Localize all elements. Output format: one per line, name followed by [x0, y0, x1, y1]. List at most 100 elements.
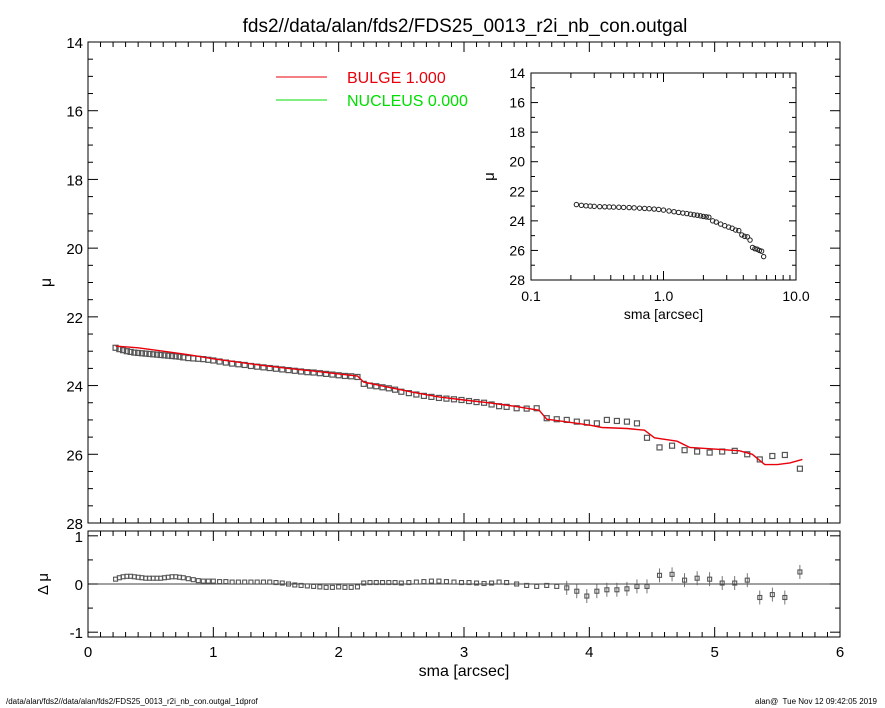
- y-tick-label: 28: [509, 272, 525, 288]
- residual-point: [267, 579, 273, 585]
- data-point: [354, 373, 361, 381]
- residual-point: [273, 580, 279, 586]
- residual-point: [524, 582, 530, 588]
- data-point: [112, 344, 119, 351]
- y-tick-label: 24: [509, 213, 525, 229]
- residual-point: [205, 578, 211, 584]
- residual-point: [413, 579, 419, 585]
- residual-point: [504, 580, 510, 586]
- residual-point: [797, 569, 803, 575]
- residual-point: [744, 577, 750, 583]
- residual-point: [367, 580, 373, 586]
- y-axis-label: μ: [38, 278, 55, 287]
- inset-data-point: [684, 210, 690, 217]
- residual-point: [361, 580, 367, 586]
- data-point: [405, 390, 412, 397]
- residual-point: [386, 580, 392, 586]
- data-point: [341, 372, 349, 380]
- data-point: [781, 451, 788, 459]
- data-point: [297, 368, 305, 375]
- residual-point: [682, 577, 688, 583]
- chart-title: fds2//data/alan/fds2/FDS25_0013_r2i_nb_c…: [243, 16, 688, 37]
- residual-point: [451, 579, 457, 585]
- inset-data-point: [694, 212, 701, 218]
- residual-point: [200, 578, 206, 584]
- residual-point: [348, 584, 354, 590]
- inset-data-point: [646, 206, 652, 212]
- data-point: [285, 367, 292, 374]
- residual-point: [242, 579, 248, 585]
- inset-data-point: [666, 208, 672, 214]
- data-point: [260, 364, 267, 371]
- y-tick-label: 14: [66, 35, 83, 52]
- inset-data-point: [626, 204, 632, 211]
- residual-point: [574, 588, 580, 594]
- residual-point: [260, 579, 267, 585]
- residual-point: [248, 579, 254, 585]
- data-point: [168, 352, 176, 360]
- data-point: [310, 369, 317, 376]
- inset-plot: 14 16 18 20 22 24 26 280.1 1.0 10.0 sma [arcsec] μ: [481, 65, 810, 322]
- residual-point: [285, 581, 292, 587]
- x-tick-label: 0.1: [521, 288, 541, 304]
- data-point: [553, 416, 560, 423]
- data-point: [373, 383, 380, 390]
- residual-point: [554, 583, 560, 589]
- data-point: [623, 418, 631, 425]
- inset-y-axis-label: μ: [481, 172, 498, 181]
- inset-data-point: [739, 232, 745, 238]
- residual-point: [323, 584, 329, 590]
- residual-point: [354, 584, 361, 590]
- data-point: [157, 351, 164, 359]
- residual-point: [398, 580, 404, 586]
- residual-point: [311, 583, 317, 589]
- residual-point: [669, 571, 675, 577]
- residual-point: [694, 575, 700, 581]
- y-tick-label: 0: [75, 577, 83, 594]
- residual-point: [229, 579, 235, 585]
- data-point: [603, 416, 610, 424]
- bulge-model-line: [115, 345, 803, 466]
- footer-timestamp: alan@ Tue Nov 12 09:42:05 2019: [755, 697, 877, 706]
- residual-point: [614, 587, 620, 593]
- x-tick-label: 5: [710, 644, 718, 661]
- residual-point: [421, 579, 427, 585]
- residual-point: [604, 587, 610, 593]
- y-tick-label: 26: [66, 447, 83, 464]
- residual-point: [329, 584, 335, 590]
- inset-data-point: [660, 207, 667, 213]
- residual-point: [489, 580, 495, 586]
- data-point: [323, 370, 330, 377]
- data-point: [348, 373, 355, 380]
- data-point: [291, 367, 298, 374]
- data-point: [131, 349, 138, 356]
- data-point: [428, 393, 435, 401]
- data-point: [135, 349, 142, 357]
- data-point: [633, 420, 641, 427]
- residual-point: [782, 594, 788, 601]
- residual-point: [379, 580, 386, 586]
- residual-point: [392, 580, 398, 586]
- y-tick-label: 16: [509, 95, 525, 111]
- inset-data-point: [732, 227, 739, 233]
- residual-point: [180, 575, 186, 581]
- data-point: [335, 372, 342, 379]
- y-tick-label: 24: [66, 379, 83, 396]
- inset-data-point: [736, 227, 742, 234]
- residual-point: [428, 578, 434, 584]
- inset-data-point: [573, 201, 580, 208]
- data-point: [210, 357, 217, 364]
- inset-data-point: [760, 253, 767, 260]
- residual-point: [336, 584, 342, 590]
- inset-data-point: [700, 213, 707, 220]
- y-tick-label: 20: [66, 241, 83, 258]
- residual-point: [443, 579, 450, 585]
- y-tick-label: -1: [70, 625, 83, 642]
- data-point: [413, 391, 420, 398]
- inset-data-point: [691, 212, 697, 218]
- residual-point: [719, 580, 725, 586]
- data-point: [190, 355, 197, 362]
- inset-data-point: [703, 214, 709, 220]
